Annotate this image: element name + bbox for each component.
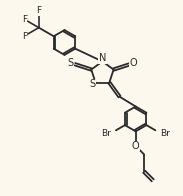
Text: S: S [67, 58, 73, 68]
Text: F: F [22, 15, 27, 24]
Text: F: F [22, 32, 27, 41]
Text: F: F [36, 6, 41, 15]
Text: Br: Br [161, 129, 171, 138]
Text: Br: Br [101, 129, 111, 138]
Text: O: O [132, 141, 139, 151]
Text: S: S [89, 79, 96, 89]
Text: N: N [99, 53, 106, 63]
Text: O: O [130, 58, 137, 68]
